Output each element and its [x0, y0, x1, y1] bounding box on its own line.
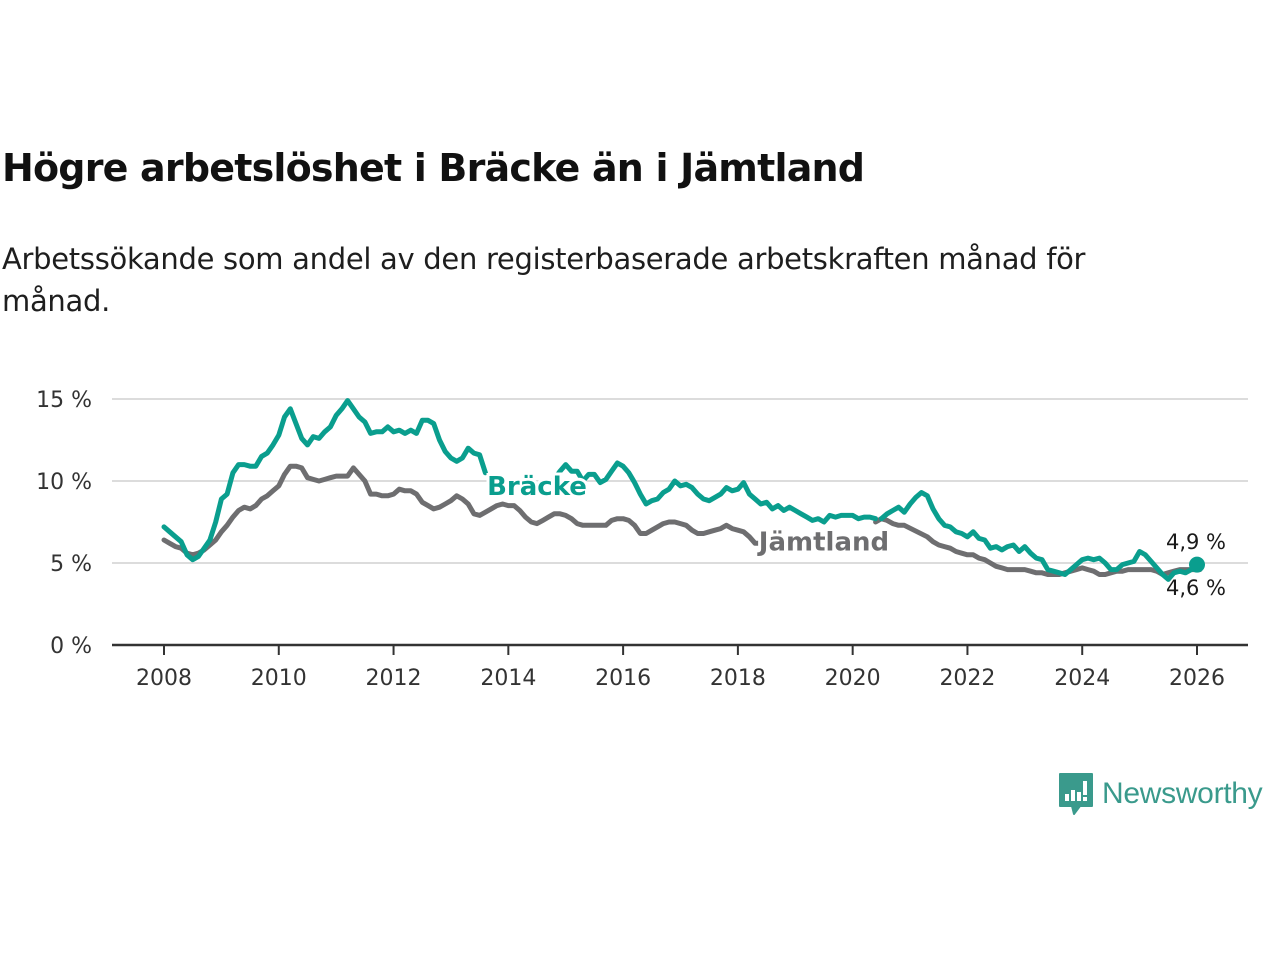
x-axis: 2008 2010 2012 2014 2016 2018 2020 2022 2024 2026 — [112, 643, 1248, 691]
end-value-label-jamtland: 4,6 % — [1166, 576, 1226, 600]
newsworthy-logo[interactable]: Newsworthy — [1058, 772, 1263, 816]
bar-chart-speech-bubble-icon — [1059, 773, 1093, 815]
series-lines — [161, 398, 1205, 582]
series-line-jamtland — [161, 463, 770, 558]
end-point-marker — [1189, 556, 1205, 573]
x-tick-label: 2018 — [710, 666, 766, 691]
x-tick-label: 2014 — [480, 666, 536, 691]
chart-subtitle: Arbetssökande som andel av den registerb… — [2, 242, 1086, 318]
y-tick-label: 5 % — [50, 552, 92, 577]
x-tick-label: 2012 — [366, 666, 422, 691]
y-tick-label: 10 % — [36, 470, 92, 495]
series-line-bracke — [161, 398, 488, 563]
y-axis: 0 % 5 % 10 % 15 % — [36, 388, 92, 659]
series-labels: Jämtland Bräcke 4,9 % 4,6 % — [484, 469, 1226, 600]
series-line-jamtland — [873, 516, 1203, 577]
gridlines — [112, 398, 1248, 564]
x-tick-label: 2020 — [825, 666, 881, 691]
series-label-jamtland: Jämtland — [757, 528, 889, 558]
x-tick-label: 2008 — [136, 666, 192, 691]
y-tick-label: 0 % — [50, 634, 92, 659]
end-value-label-bracke: 4,9 % — [1166, 530, 1226, 554]
chart-title: Högre arbetslöshet i Bräcke än i Jämtlan… — [2, 146, 865, 190]
series-label-bracke: Bräcke — [487, 472, 587, 502]
series-line-bracke — [878, 490, 1200, 582]
series-line-bracke — [551, 460, 879, 525]
x-tick-label: 2016 — [595, 666, 651, 691]
x-tick-label: 2024 — [1054, 666, 1110, 691]
y-tick-label: 15 % — [36, 388, 92, 413]
x-tick-label: 2026 — [1169, 666, 1225, 691]
x-tick-label: 2010 — [251, 666, 307, 691]
x-tick-label: 2022 — [939, 666, 995, 691]
brand-name: Newsworthy — [1102, 777, 1263, 810]
line-chart: 0 %5 %10 %15 % 2008 2010 2012 2014 2016 2018 2… — [36, 388, 1248, 691]
